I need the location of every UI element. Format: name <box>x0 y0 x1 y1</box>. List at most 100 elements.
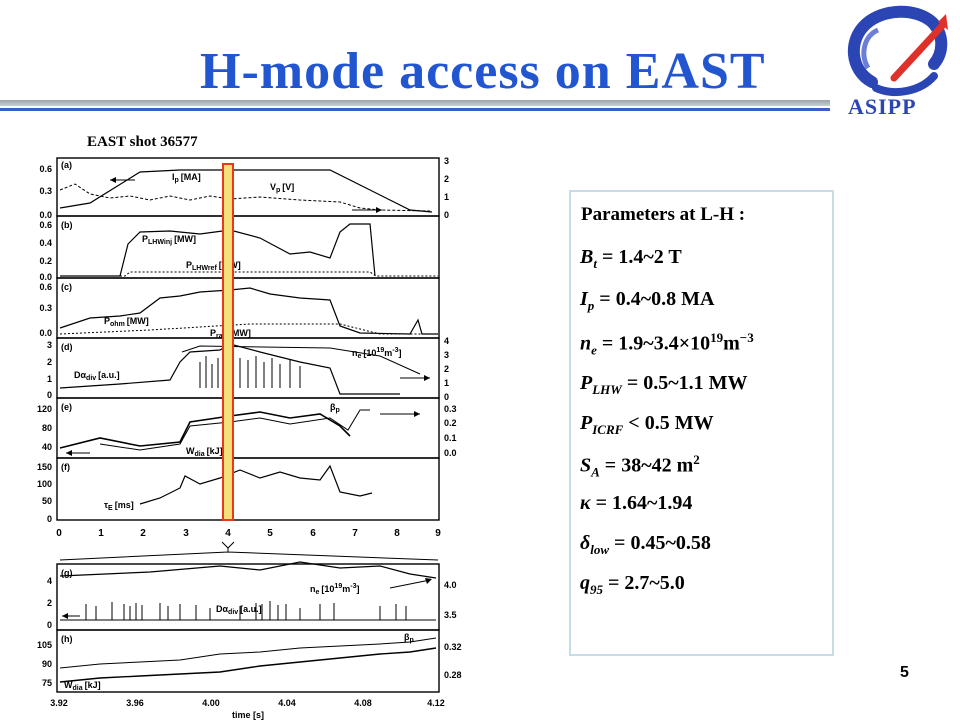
tick-a-l0: 0.6 <box>39 164 52 174</box>
label-taue: τE [ms] <box>104 500 134 512</box>
tick-d-l3: 0 <box>47 390 52 400</box>
zoom-bracket <box>59 541 439 561</box>
x-tick-7: 7 <box>352 528 358 539</box>
tick-f-l2: 50 <box>42 496 52 506</box>
plhw-ref-trace <box>60 271 438 277</box>
panel-a-frame <box>56 157 440 217</box>
page-title: H-mode access on EAST <box>200 43 766 100</box>
discharge-figure: 0.6 0.3 0.0 0.6 0.4 0.2 0.0 0.6 0.3 0.0 … <box>37 156 462 720</box>
label-dalpha-zoom: Dαdiv [a.u.] <box>216 604 262 616</box>
panel-h-id: (h) <box>61 634 73 644</box>
label-wdia-zoom: Wdia [kJ] <box>64 680 101 692</box>
tick-d-r2: 2 <box>444 364 449 374</box>
panel-a-id: (a) <box>61 160 72 170</box>
param-delta: δlow = 0.45~0.58 <box>580 532 711 557</box>
tick-f-l0: 150 <box>37 462 52 472</box>
xb-tick-1: 3.96 <box>126 698 144 708</box>
label-ne: ne [1019m-3] <box>352 347 401 360</box>
panel-e-frame <box>56 397 440 459</box>
x-tick-8: 8 <box>394 528 400 539</box>
ip-trace <box>59 169 433 213</box>
tick-d-r3: 1 <box>444 378 449 388</box>
lh-transition-highlight <box>222 163 234 521</box>
panel-b-id: (b) <box>61 220 73 230</box>
xb-tick-2: 4.00 <box>202 698 220 708</box>
parameters-heading: Parameters at L-H : <box>581 204 746 225</box>
x-tick-9: 9 <box>435 528 441 539</box>
param-q95: q95 = 2.7~5.0 <box>580 572 685 597</box>
tick-b-l3: 0.0 <box>39 272 52 282</box>
label-plhwinj: PLHWinj [MW] <box>142 234 196 246</box>
shot-label: EAST shot 36577 <box>87 134 198 150</box>
tick-a-l2: 0.0 <box>39 210 52 220</box>
tick-e-l2: 40 <box>42 442 52 452</box>
vp-trace <box>59 183 431 212</box>
label-pohm: Pohm [MW] <box>104 316 149 328</box>
tick-h-r1: 0.28 <box>444 670 462 680</box>
panel-h-frame <box>56 629 440 693</box>
tick-d-r4: 0 <box>444 392 449 402</box>
xb-tick-0: 3.92 <box>50 698 68 708</box>
plhw-inj-trace <box>60 223 376 277</box>
label-dalpha: Dαdiv [a.u.] <box>74 370 120 382</box>
logo-text: ASIPP <box>848 94 917 119</box>
tick-h-l0: 105 <box>37 640 52 650</box>
label-betap-zoom: βp <box>404 632 414 644</box>
param-ip: Ip = 0.4~0.8 MA <box>580 288 715 313</box>
param-ne: ne = 1.9~3.4×1019m−3 <box>580 330 754 358</box>
panel-c-id: (c) <box>61 282 72 292</box>
tick-h-r0: 0.32 <box>444 642 462 652</box>
x-tick-4: 4 <box>225 528 231 539</box>
tick-e-r1: 0.2 <box>444 418 457 428</box>
tick-d-l1: 2 <box>47 357 52 367</box>
x-axis-label: time [s] <box>232 710 264 720</box>
param-bt: Bt = 1.4~2 T <box>580 246 682 271</box>
tick-b-l0: 0.6 <box>39 220 52 230</box>
param-plhw: PLHW = 0.5~1.1 MW <box>580 372 748 397</box>
wdia-trace <box>59 411 351 449</box>
param-kappa: κ = 1.64~1.94 <box>580 492 693 514</box>
tick-e-r0: 0.3 <box>444 404 457 414</box>
ne-zoom-trace <box>59 561 437 579</box>
x-tick-3: 3 <box>183 528 189 539</box>
betap-trace <box>99 409 370 451</box>
param-sa: SA = 38~42 m2 <box>580 452 700 480</box>
tick-f-l3: 0 <box>47 514 52 524</box>
tick-c-l0: 0.6 <box>39 282 52 292</box>
tick-g-l1: 2 <box>47 598 52 608</box>
tick-a-r3: 0 <box>444 210 449 220</box>
ne-trace <box>181 345 421 375</box>
tick-b-l1: 0.4 <box>39 238 52 248</box>
title-rule <box>0 100 830 106</box>
panel-f-id: (f) <box>61 462 70 472</box>
betap-zoom-trace <box>59 637 437 669</box>
tick-a-r0: 3 <box>444 156 449 166</box>
tick-g-r0: 4.0 <box>444 580 457 590</box>
tick-h-l1: 90 <box>42 659 52 669</box>
label-betap: βp <box>330 402 340 414</box>
tick-a-l1: 0.3 <box>39 186 52 196</box>
x-tick-1: 1 <box>98 528 104 539</box>
tick-e-r2: 0.1 <box>444 433 457 443</box>
elm-zoom-spikes <box>85 601 407 620</box>
x-tick-2: 2 <box>140 528 146 539</box>
label-prad: Prad [MW] <box>210 328 251 340</box>
label-ne-zoom: ne [1019m-3] <box>310 583 359 596</box>
tick-g-r1: 3.5 <box>444 610 457 620</box>
tick-g-l2: 0 <box>47 620 52 630</box>
title-rule-blue <box>0 108 830 111</box>
tick-g-l0: 4 <box>47 576 52 586</box>
panel-b-frame <box>56 215 440 279</box>
tick-d-r0: 4 <box>444 336 449 346</box>
wdia-zoom-trace <box>59 647 437 683</box>
tick-f-l1: 100 <box>37 479 52 489</box>
parameters-box: Parameters at L-H : Bt = 1.4~2 T Ip = 0.… <box>569 190 834 656</box>
asipp-logo-icon <box>847 5 948 96</box>
tick-h-l2: 75 <box>42 678 52 688</box>
pohm-trace <box>59 287 438 335</box>
label-ip: Ip [MA] <box>172 172 201 184</box>
label-vp: Vp [V] <box>270 182 294 194</box>
tick-c-l1: 0.3 <box>39 303 52 313</box>
tick-a-r1: 2 <box>444 174 449 184</box>
tick-d-l0: 3 <box>47 340 52 350</box>
